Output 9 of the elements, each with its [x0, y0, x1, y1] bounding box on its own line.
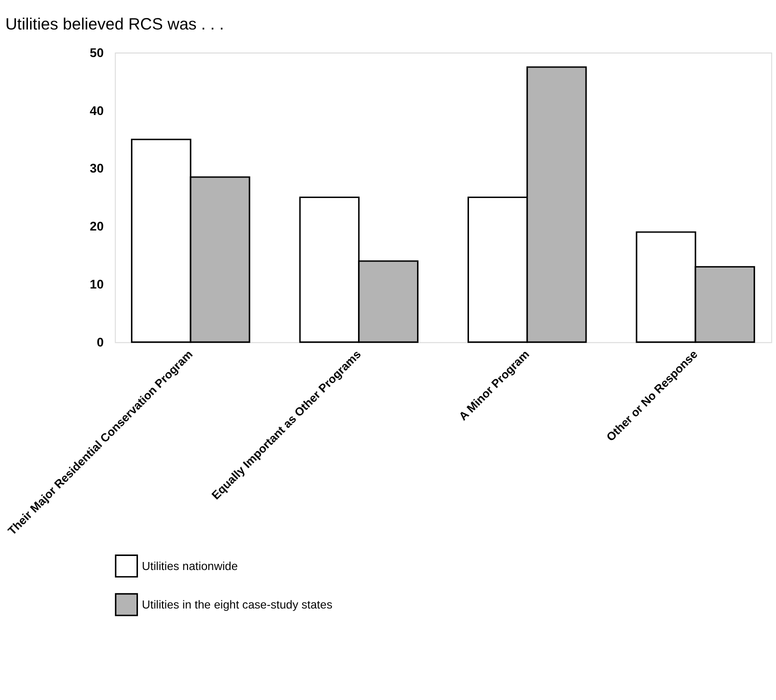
- legend-label: Utilities nationwide: [142, 560, 238, 573]
- chart-title: Utilities believed RCS was . . .: [5, 15, 224, 34]
- y-tick-label: 50: [90, 46, 104, 60]
- y-tick-label: 10: [90, 278, 104, 292]
- y-tick-label: 40: [90, 104, 104, 118]
- legend-label: Utilities in the eight case-study states: [142, 600, 333, 612]
- y-tick-label: 20: [90, 220, 104, 234]
- y-tick-label: 30: [90, 162, 104, 176]
- y-tick-label: 0: [96, 335, 104, 350]
